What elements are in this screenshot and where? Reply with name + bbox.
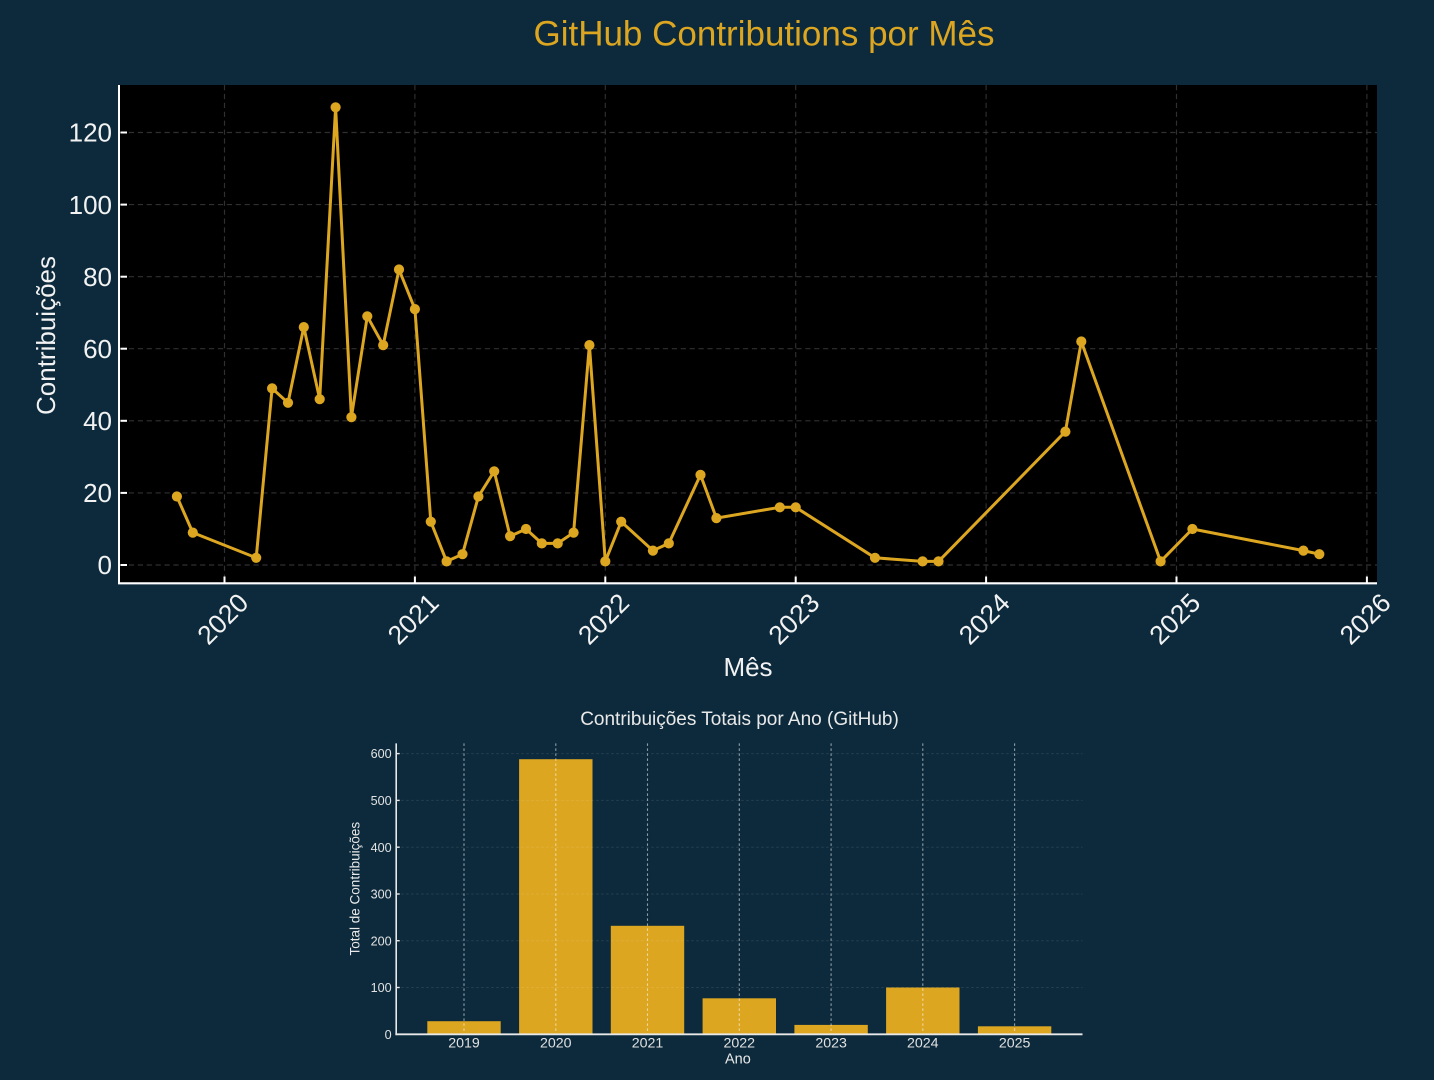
svg-text:600: 600 — [371, 747, 392, 761]
svg-text:40: 40 — [83, 406, 112, 436]
svg-text:300: 300 — [371, 888, 392, 902]
svg-text:2026: 2026 — [1334, 588, 1397, 651]
svg-text:2022: 2022 — [572, 588, 635, 651]
svg-text:2025: 2025 — [999, 1035, 1031, 1051]
svg-text:Contribuições: Contribuições — [31, 256, 61, 415]
svg-text:20: 20 — [83, 478, 112, 508]
svg-text:2022: 2022 — [724, 1035, 756, 1051]
svg-text:Contribuições Totais por Ano (: Contribuições Totais por Ano (GitHub) — [580, 709, 899, 730]
svg-text:2021: 2021 — [382, 588, 445, 651]
svg-text:80: 80 — [83, 262, 112, 292]
svg-text:2020: 2020 — [191, 588, 254, 651]
svg-text:Total de Contribuições: Total de Contribuições — [348, 822, 363, 956]
svg-text:2019: 2019 — [448, 1035, 480, 1051]
svg-text:2020: 2020 — [540, 1035, 572, 1051]
svg-text:2024: 2024 — [953, 588, 1016, 651]
svg-text:2025: 2025 — [1143, 588, 1206, 651]
svg-text:0: 0 — [98, 550, 112, 580]
svg-text:120: 120 — [69, 118, 112, 148]
svg-text:100: 100 — [371, 981, 392, 995]
svg-text:Mês: Mês — [723, 652, 772, 682]
svg-text:2023: 2023 — [815, 1035, 847, 1051]
svg-text:0: 0 — [385, 1028, 392, 1042]
svg-text:100: 100 — [69, 190, 112, 220]
svg-text:400: 400 — [371, 841, 392, 855]
svg-text:500: 500 — [371, 794, 392, 808]
svg-text:Ano: Ano — [725, 1052, 751, 1068]
svg-text:60: 60 — [83, 334, 112, 364]
svg-text:2024: 2024 — [907, 1035, 939, 1051]
svg-text:200: 200 — [371, 934, 392, 948]
svg-text:GitHub Contributions por Mês: GitHub Contributions por Mês — [533, 15, 994, 54]
svg-text:2021: 2021 — [632, 1035, 664, 1051]
svg-text:2023: 2023 — [763, 588, 826, 651]
